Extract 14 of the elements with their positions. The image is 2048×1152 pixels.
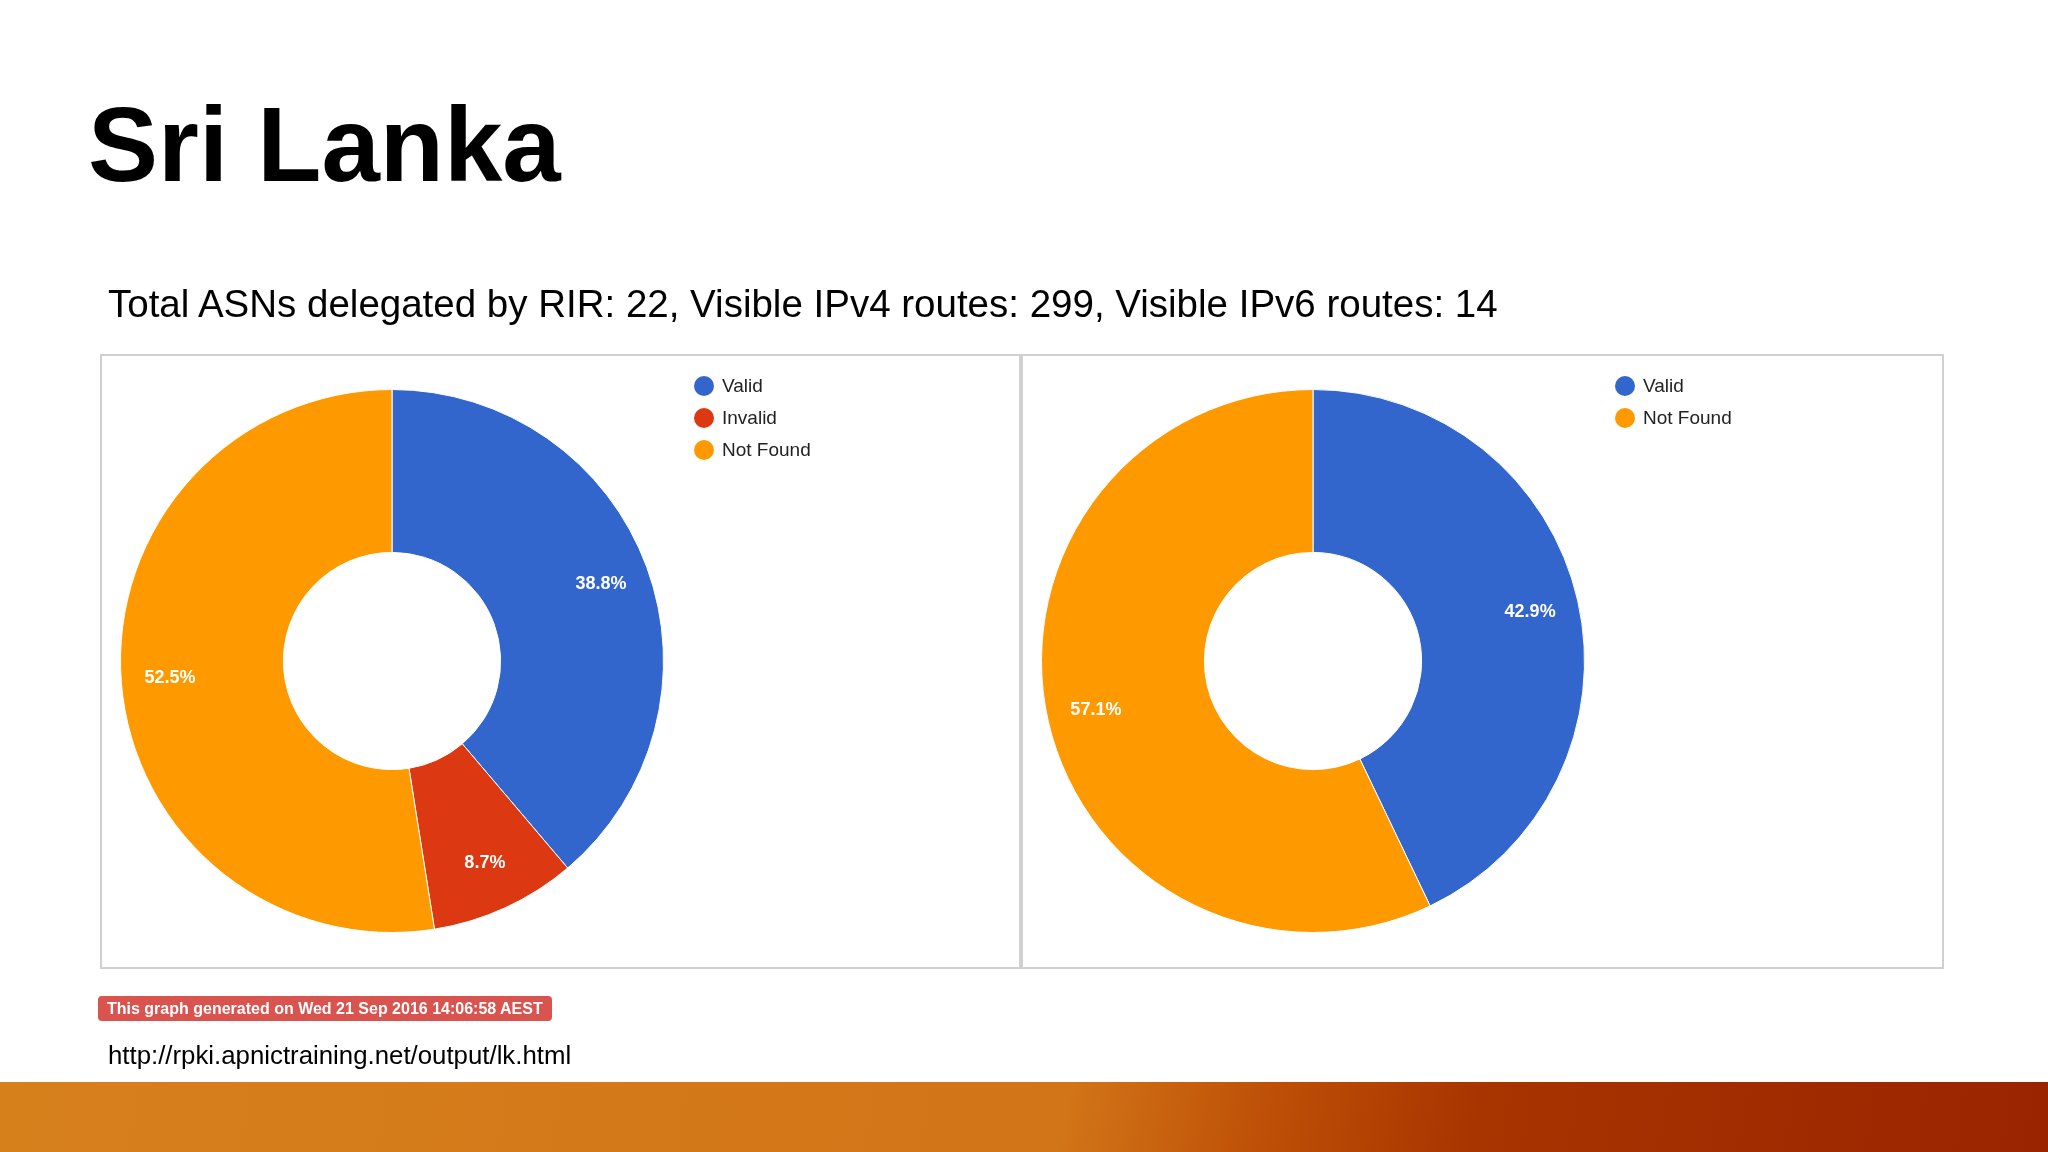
data-label: 57.1% [1070, 699, 1122, 720]
text: http://rpki.apnictraining.net/output/lk.html [108, 1041, 572, 1069]
legend-label: Not Found [722, 439, 811, 461]
legend-label: Invalid [722, 407, 777, 429]
legend-label: Valid [1643, 375, 1684, 397]
chart-subtitle: Total ASNs delegated by RIR: 22, Visible IPv4 routes: 299, Visible IPv6 routes: 14 [108, 282, 1498, 325]
chart-title: Sri Lanka [88, 86, 561, 203]
data-label: 38.8% [575, 573, 627, 594]
legend-label: Valid [722, 375, 763, 397]
data-label: 52.5% [144, 667, 196, 688]
data-label: 42.9% [1504, 600, 1556, 621]
text: This graph generated on Wed 21 Sep 2016 14:06:58 AEST [98, 996, 552, 1021]
data-label: 8.7% [464, 852, 506, 873]
legend-label: Not Found [1643, 407, 1732, 429]
